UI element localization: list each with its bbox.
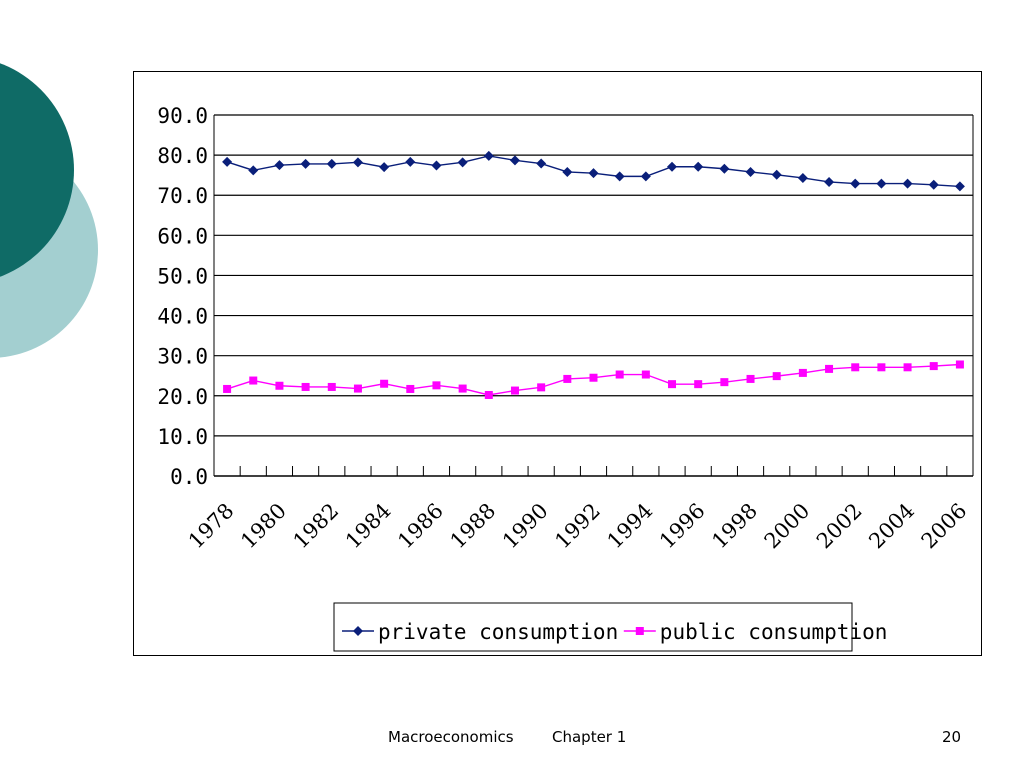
data-point	[928, 179, 939, 190]
x-tick-label: 2000	[760, 499, 815, 554]
data-point	[954, 181, 965, 192]
data-point	[301, 382, 310, 391]
data-point	[955, 360, 964, 369]
chart-frame: 0.0 10.0 20.0 30.0 40.0 50.0 60.0 70.0 80.0 90.0 1…	[133, 71, 982, 656]
x-tick-label: 2002	[812, 499, 867, 554]
data-point	[771, 169, 782, 180]
y-tick-label: 0.0	[170, 465, 208, 489]
legend-label: private consumption	[378, 620, 618, 644]
legend-label: public consumption	[660, 620, 888, 644]
x-tick-label: 1978	[184, 499, 239, 554]
data-point	[746, 374, 755, 383]
data-point	[719, 163, 730, 174]
data-point	[380, 379, 389, 388]
data-point	[406, 384, 415, 393]
data-point	[536, 158, 547, 169]
y-tick-label: 50.0	[157, 264, 208, 288]
legend-box	[333, 602, 853, 652]
data-point	[693, 161, 704, 172]
data-point	[850, 178, 861, 189]
data-point	[432, 381, 441, 390]
line-chart: 0.0 10.0 20.0 30.0 40.0 50.0 60.0 70.0 80.0 90.0 1…	[157, 104, 974, 652]
data-point	[772, 372, 781, 381]
y-tick-label: 10.0	[157, 425, 208, 449]
data-point	[562, 166, 573, 177]
data-point	[694, 380, 703, 389]
data-point	[667, 161, 678, 172]
x-tick-label: 1984	[341, 499, 396, 554]
data-point	[274, 160, 285, 171]
page-number: 20	[942, 728, 962, 746]
data-point	[222, 156, 233, 167]
x-tick-label: 1996	[655, 499, 710, 554]
x-tick-label: 2004	[864, 499, 919, 554]
data-point	[588, 168, 599, 179]
y-tick-label: 30.0	[157, 345, 208, 369]
data-point	[797, 172, 808, 183]
data-point	[668, 380, 677, 389]
data-point	[745, 166, 756, 177]
data-point	[825, 364, 834, 373]
data-point	[876, 178, 887, 189]
x-tick-label: 1994	[603, 499, 658, 554]
data-point	[483, 150, 494, 161]
data-point	[635, 627, 644, 635]
footer-chapter: Chapter 1	[552, 728, 627, 746]
data-point	[615, 370, 624, 379]
data-point	[798, 368, 807, 377]
data-point	[902, 178, 913, 189]
data-point	[510, 386, 519, 395]
data-point	[327, 382, 336, 391]
data-point	[326, 158, 337, 169]
data-point	[824, 176, 835, 187]
data-point	[851, 363, 860, 372]
data-point	[300, 158, 311, 169]
data-point	[223, 384, 232, 393]
data-point	[352, 157, 363, 168]
y-tick-label: 20.0	[157, 385, 208, 409]
x-tick-label: 1988	[446, 499, 501, 554]
y-tick-label: 40.0	[157, 305, 208, 329]
data-point	[484, 390, 493, 399]
data-point	[275, 381, 284, 390]
data-point	[458, 384, 467, 393]
x-tick-label: 2006	[917, 499, 972, 554]
footer-course-title: Macroeconomics	[388, 728, 514, 746]
data-point	[720, 378, 729, 387]
x-tick-label: 1980	[236, 499, 291, 554]
decoration-circle-dark	[0, 63, 74, 277]
x-tick-label: 1982	[289, 499, 344, 554]
data-point	[589, 373, 598, 382]
data-point	[537, 383, 546, 392]
y-tick-label: 80.0	[157, 144, 208, 168]
data-point	[640, 171, 651, 182]
data-point	[929, 362, 938, 371]
data-point	[457, 157, 468, 168]
data-point	[431, 160, 442, 171]
data-point	[903, 363, 912, 372]
data-point	[614, 171, 625, 182]
data-point	[379, 162, 390, 173]
slide-decoration	[0, 63, 98, 358]
data-point	[249, 376, 258, 385]
data-point	[563, 374, 572, 383]
data-point	[353, 384, 362, 393]
x-tick-label: 1998	[707, 499, 762, 554]
x-tick-label: 1990	[498, 499, 553, 554]
x-tick-label: 1992	[550, 499, 605, 554]
y-tick-label: 90.0	[157, 104, 208, 128]
data-point	[248, 165, 259, 176]
data-point	[641, 370, 650, 379]
data-point	[877, 363, 886, 372]
data-point	[509, 155, 520, 166]
data-point	[405, 156, 416, 167]
y-tick-label: 70.0	[157, 184, 208, 208]
data-point	[353, 626, 363, 636]
y-tick-label: 60.0	[157, 224, 208, 248]
x-tick-label: 1986	[393, 499, 448, 554]
